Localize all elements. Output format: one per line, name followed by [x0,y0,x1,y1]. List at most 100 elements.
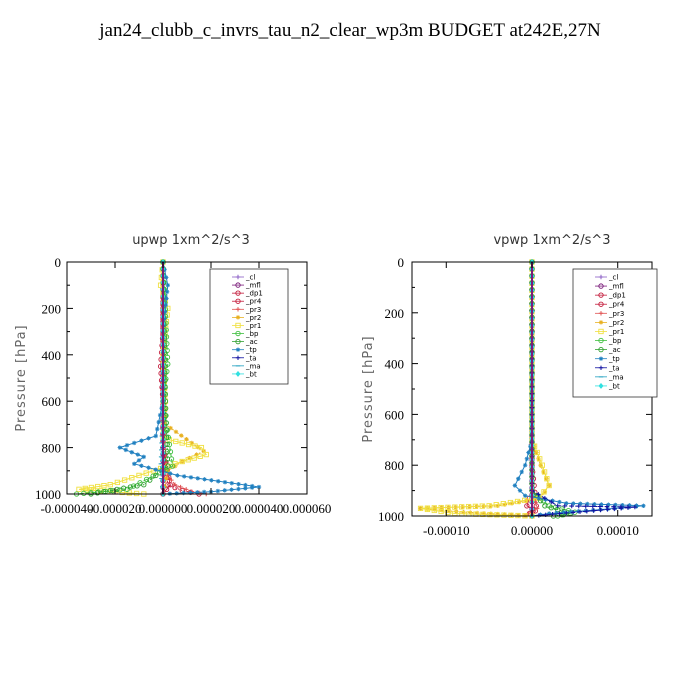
series-marker [524,456,530,462]
series-marker [502,502,508,507]
series-marker [486,503,492,509]
series-marker [197,453,203,459]
series-marker [536,513,542,518]
series-marker [163,486,170,493]
series-marker [179,458,185,465]
series-marker [524,498,529,503]
y-tick-label: 200 [385,306,405,321]
legend-marker [235,330,241,337]
series-marker [146,465,151,470]
series-marker [123,447,128,453]
series-marker [184,437,189,442]
series-marker [452,504,458,510]
x-tick-label: 0.00000 [511,523,553,538]
series-marker [127,484,134,490]
legend-marker [235,307,241,312]
series-marker [526,450,531,455]
legend: _cl_mfl_dp1_pr4_pr3_pr2_pr1_bp_ac_tp_ta_… [572,268,658,398]
series-marker [194,452,199,457]
panel-title: vpwp 1xm^2/s^3 [493,233,610,248]
series-marker [157,412,163,418]
series-marker [191,455,197,461]
series-marker [165,434,171,440]
x-tick-label: -0.00010 [423,523,470,538]
legend-marker [235,298,241,304]
panel-title: upwp 1xm^2/s^3 [132,233,250,248]
x-tick-label: 0.000020 [187,501,236,516]
y-tick-label: 0 [398,255,405,270]
series-marker [153,433,158,439]
series-marker [548,505,554,511]
series-marker [465,503,472,510]
series-marker [424,506,431,513]
legend-label: _pr4 [245,298,262,306]
series-marker [625,505,631,510]
series-marker [500,501,506,507]
series-line [531,262,571,517]
series-marker [446,508,452,514]
legend-marker [235,355,241,360]
legend: _cl_mfl_dp1_pr4_pr3_pr2_pr1_bp_ac_tp_ta_… [209,268,289,385]
series-marker [546,511,552,516]
series-marker [569,503,574,509]
series-marker [185,441,192,448]
series-marker [632,504,638,510]
x-tick-label: 0.000060 [283,501,332,516]
series-marker [507,499,514,506]
legend-label: _tp [245,346,257,354]
series-marker [493,502,499,508]
legend-marker [235,274,241,280]
series-marker [147,477,153,483]
legend-marker [598,292,604,298]
series-marker [95,483,101,490]
series-bp [73,259,176,497]
series-marker [101,482,107,489]
series-marker [538,512,543,517]
series-marker [480,511,486,518]
series-marker [195,476,200,481]
series-marker [439,508,445,513]
series-marker [576,503,581,509]
series-marker [202,477,207,482]
series-marker [164,296,169,301]
y-tick-label: 800 [42,441,62,456]
series-marker [76,486,82,493]
series-marker [488,511,494,516]
legend-label: _ac [245,338,258,346]
series-marker [179,433,184,438]
series-marker [94,490,101,496]
series-marker [143,476,150,483]
series-marker [431,507,437,514]
legend-marker [598,356,604,361]
x-tick-label: 0.00010 [597,523,639,538]
series-pr1 [76,259,209,497]
series-marker [488,503,493,509]
legend-marker [235,315,241,320]
series-marker [541,469,548,475]
series-marker [522,497,528,504]
series-marker [136,472,142,479]
series-marker [164,434,170,440]
series-marker [634,504,639,509]
series-marker [543,497,548,502]
series-marker [189,440,194,446]
series-marker [481,511,487,516]
x-tick-label: -0.000020 [88,501,141,516]
series-marker [236,481,241,487]
series-marker [146,436,151,441]
series-marker [459,504,465,510]
series-marker [514,498,521,505]
series-marker [164,449,170,455]
series-marker [129,475,135,481]
legend-marker [598,365,604,370]
series-marker [542,489,548,495]
legend-marker [598,301,604,307]
series-marker [604,504,610,509]
legend-marker [235,338,241,345]
series-marker [182,474,187,479]
series-marker [173,438,179,445]
x-tick-label: 0.000000 [139,501,188,516]
series-marker [222,480,228,485]
legend-label: _mfl [608,283,624,291]
